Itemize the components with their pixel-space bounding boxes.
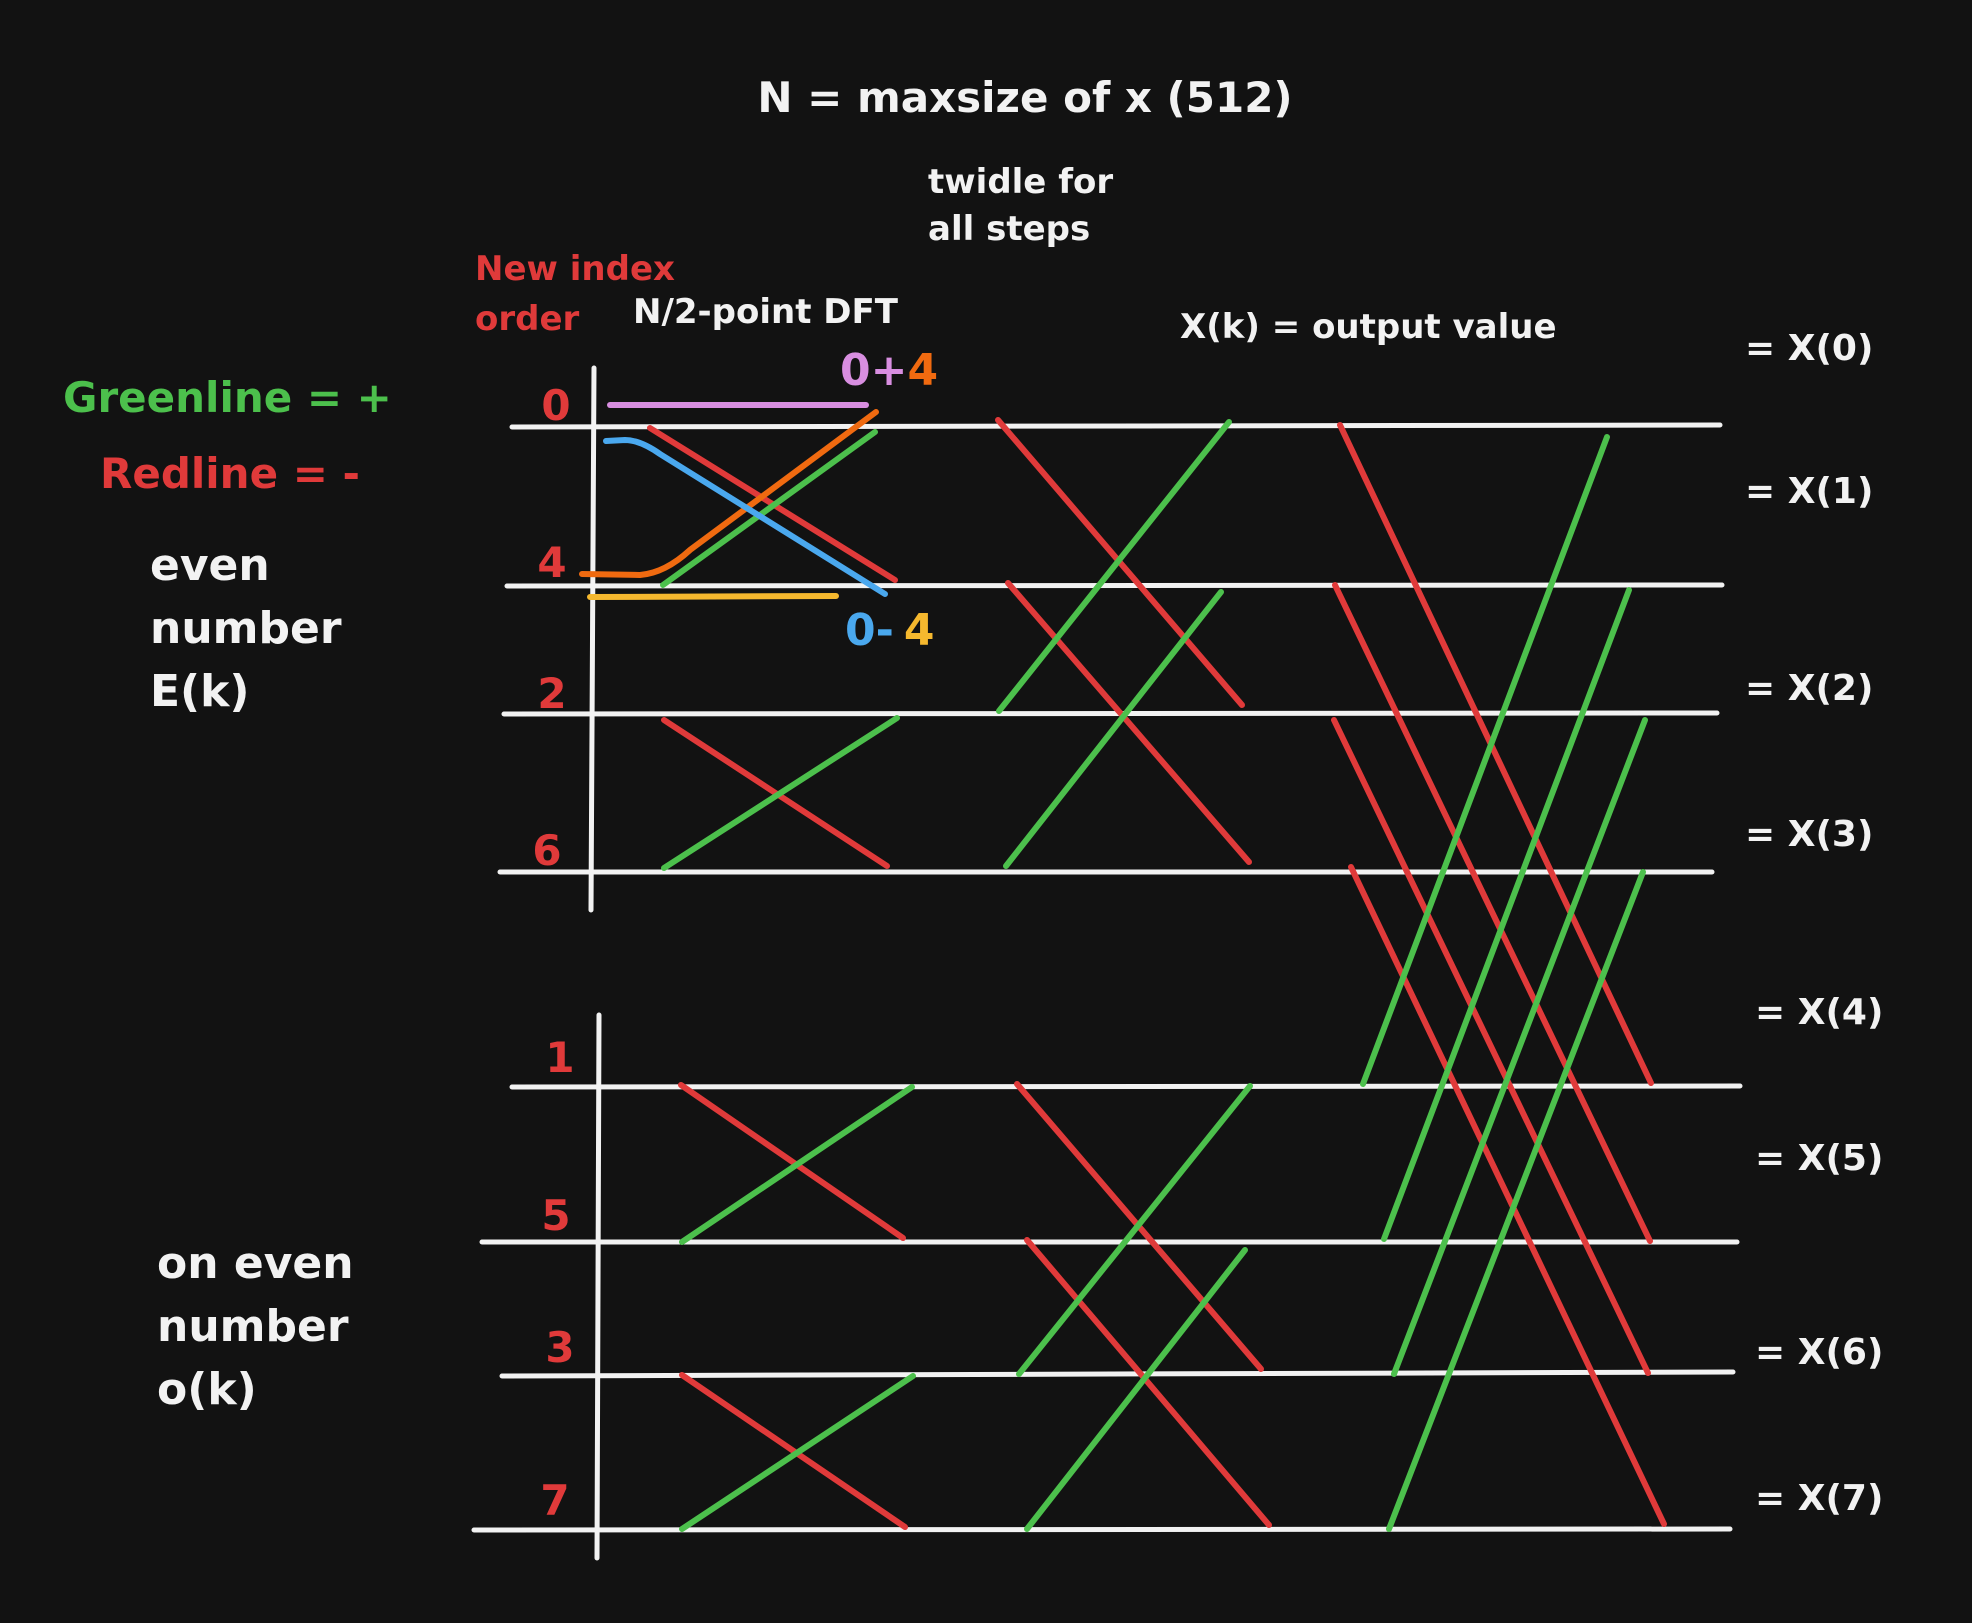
odd-label-line1: on even — [157, 1238, 354, 1289]
output-0: = X(0) — [1745, 328, 1873, 369]
stage3-green-line — [1360, 434, 1610, 1087]
stage2-butterflies — [995, 417, 1272, 1532]
odd-label-line3: o(k) — [157, 1364, 257, 1415]
orange-sum-path — [579, 409, 879, 579]
blue-diff-path — [603, 436, 888, 597]
signal-lines — [471, 422, 1743, 1533]
stage2-green-line — [1024, 1247, 1248, 1532]
title: N = maxsize of x (512) — [757, 73, 1292, 122]
twiddle-note-line2: all steps — [928, 209, 1090, 249]
input-index-0: 0 — [541, 381, 570, 430]
odd-label-line2: number — [157, 1301, 349, 1352]
stage3-butterflies — [1331, 422, 1667, 1532]
even-label-line2: number — [150, 603, 342, 654]
even-axis — [588, 365, 597, 913]
signal-line-6 — [499, 1369, 1736, 1379]
output-2: = X(2) — [1745, 668, 1873, 709]
stage1-green-line — [679, 1084, 915, 1245]
yellow-diff-line — [587, 593, 839, 600]
input-index-3: 6 — [532, 826, 561, 875]
annotation-diff-left: 0- — [845, 605, 894, 656]
new-index-label-line2: order — [475, 299, 580, 339]
input-index-7: 7 — [540, 1476, 569, 1525]
legend-green: Greenline = + — [63, 373, 392, 422]
stage1-green-line — [661, 715, 900, 871]
stage1-butterflies — [647, 425, 916, 1532]
stage3-green-line — [1386, 869, 1646, 1532]
stage3-green-line — [1381, 587, 1632, 1242]
stage1-red-line — [678, 1082, 906, 1241]
odd-axis — [594, 1012, 602, 1561]
even-label-line1: even — [150, 540, 270, 591]
signal-line-0 — [509, 422, 1723, 430]
signal-line-7 — [471, 1526, 1733, 1533]
output-label: X(k) = output value — [1180, 307, 1557, 347]
input-index-6: 3 — [545, 1323, 574, 1372]
index-axes — [588, 365, 602, 1561]
input-index-5: 5 — [541, 1191, 570, 1240]
annotation-sum-left: 0+ — [840, 345, 907, 396]
input-indices: 0 4 2 6 1 5 3 7 — [532, 381, 574, 1525]
stage1-green-line — [679, 1373, 916, 1532]
annotation-sum-right: 4 — [907, 345, 938, 396]
outputs: = X(0) = X(1) = X(2) = X(3) = X(4) = X(5… — [1745, 328, 1883, 1519]
stage1-red-line — [679, 1372, 908, 1530]
input-index-2: 2 — [537, 669, 566, 718]
annotation-sum: 0+4 — [840, 345, 938, 396]
stage3-red-line — [1332, 582, 1653, 1244]
stage2-green-line — [1003, 589, 1224, 869]
output-4: = X(4) — [1755, 992, 1883, 1033]
annotation-paths — [579, 402, 888, 600]
stage3-red-line — [1337, 422, 1654, 1086]
input-index-1: 4 — [537, 538, 566, 587]
half-dft-label: N/2-point DFT — [633, 292, 899, 332]
signal-line-4 — [509, 1083, 1743, 1090]
legend-red: Redline = - — [100, 449, 360, 498]
even-label-line3: E(k) — [150, 666, 250, 717]
signal-line-2 — [501, 710, 1720, 717]
annotation-diff-right: 4 — [904, 605, 935, 656]
annotation-diff: 0- 4 — [845, 605, 935, 656]
output-5: = X(5) — [1755, 1138, 1883, 1179]
output-6: = X(6) — [1755, 1332, 1883, 1373]
signal-line-1 — [504, 582, 1725, 589]
output-3: = X(3) — [1745, 814, 1873, 855]
output-7: = X(7) — [1755, 1478, 1883, 1519]
stage1-green-line — [660, 429, 878, 588]
twiddle-note-line1: twidle for — [928, 162, 1113, 202]
stage2-green-line — [996, 419, 1232, 714]
stage2-green-line — [1016, 1083, 1253, 1377]
stage2-red-line — [1024, 1237, 1272, 1528]
input-index-4: 1 — [545, 1033, 574, 1082]
stage3-green-line — [1391, 717, 1648, 1377]
stage3-red-line — [1331, 717, 1651, 1376]
stage2-red-line — [1005, 580, 1252, 865]
new-index-label-line1: New index — [475, 249, 675, 289]
output-1: = X(1) — [1745, 471, 1873, 512]
